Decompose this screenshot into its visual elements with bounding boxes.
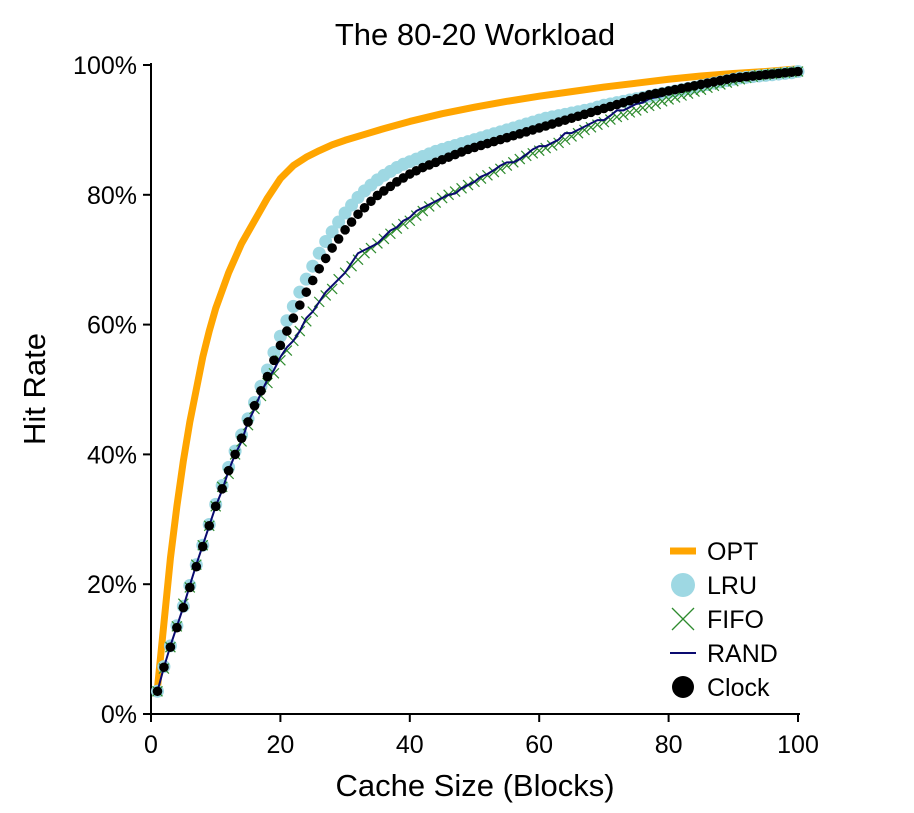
point-fifo — [378, 233, 390, 245]
point-clock — [152, 686, 163, 697]
legend-label-clock: Clock — [707, 674, 770, 702]
point-clock — [204, 520, 215, 531]
point-fifo — [384, 228, 396, 240]
point-fifo — [650, 98, 662, 110]
point-clock — [243, 417, 253, 427]
plot-area — [150, 64, 805, 698]
point-fifo — [617, 109, 629, 121]
point-fifo — [397, 218, 409, 230]
legend-swatch-lru — [671, 573, 695, 597]
point-fifo — [326, 283, 338, 295]
series-clock — [152, 66, 803, 697]
point-clock — [172, 622, 182, 633]
y-tick-label: 0% — [101, 701, 137, 729]
point-fifo — [630, 105, 642, 116]
point-clock — [366, 196, 376, 207]
x-tick-label: 40 — [396, 731, 424, 759]
point-fifo — [579, 124, 590, 136]
point-clock — [165, 642, 176, 652]
legend: OPT LRU FIFO RAND Clock — [670, 538, 778, 702]
y-tick-label: 40% — [87, 441, 137, 469]
point-clock — [307, 275, 318, 286]
series-opt — [153, 65, 802, 692]
y-tick-label: 20% — [87, 571, 137, 599]
legend-label-fifo: FIFO — [707, 606, 764, 634]
point-lru — [325, 225, 339, 239]
point-clock — [320, 253, 331, 264]
series-lru — [150, 64, 805, 698]
point-clock — [269, 355, 279, 366]
point-clock — [314, 263, 325, 274]
point-clock — [185, 582, 195, 593]
point-clock — [288, 313, 299, 323]
legend-item-fifo: FIFO — [671, 606, 764, 634]
point-fifo — [604, 114, 616, 125]
point-lru — [332, 215, 346, 229]
point-fifo — [637, 102, 649, 114]
series-fifo — [152, 66, 804, 697]
point-clock — [295, 300, 305, 310]
legend-item-opt: OPT — [670, 538, 758, 566]
x-tick-label: 100 — [777, 731, 819, 759]
y-axis-label: Hit Rate — [17, 333, 52, 445]
legend-item-clock: Clock — [672, 674, 770, 702]
point-clock — [340, 225, 350, 235]
point-clock — [197, 541, 208, 552]
point-clock — [230, 449, 240, 460]
point-clock — [327, 243, 337, 253]
point-clock — [256, 385, 266, 396]
legend-item-rand: RAND — [670, 640, 778, 668]
point-clock — [178, 602, 189, 613]
x-tick-label: 20 — [266, 731, 294, 759]
legend-item-lru: LRU — [671, 572, 757, 600]
series-rand — [156, 70, 799, 693]
point-clock — [353, 209, 363, 220]
point-clock — [275, 340, 286, 351]
y-tick-label: 100% — [73, 52, 137, 80]
point-fifo — [494, 163, 506, 175]
point-clock — [159, 662, 169, 673]
line-rand — [156, 70, 799, 693]
point-lru — [267, 346, 281, 360]
y-tick-label: 80% — [87, 182, 137, 210]
legend-swatch-fifo — [671, 607, 695, 631]
x-tick-label: 60 — [525, 731, 553, 759]
point-clock — [191, 561, 202, 572]
point-clock — [236, 433, 247, 443]
line-opt — [153, 65, 802, 692]
point-clock — [262, 371, 273, 382]
point-clock — [210, 501, 221, 512]
point-fifo — [663, 93, 675, 105]
legend-label-rand: RAND — [707, 640, 778, 668]
point-clock — [301, 287, 312, 297]
point-fifo — [553, 137, 565, 149]
point-fifo — [656, 95, 668, 107]
point-fifo — [527, 147, 539, 159]
point-clock — [333, 234, 344, 244]
legend-swatch-clock — [672, 676, 694, 698]
legend-label-lru: LRU — [707, 572, 757, 600]
chart-title: The 80-20 Workload — [335, 17, 615, 52]
point-clock — [217, 483, 227, 494]
point-fifo — [572, 127, 584, 139]
point-fifo — [404, 215, 416, 227]
point-clock — [346, 217, 357, 227]
point-fifo — [410, 210, 422, 221]
point-clock — [793, 66, 803, 77]
point-fifo — [359, 247, 370, 259]
y-tick-label: 60% — [87, 312, 137, 340]
point-clock — [282, 326, 292, 336]
point-clock — [359, 202, 370, 213]
point-fifo — [417, 205, 429, 217]
x-tick-label: 80 — [655, 731, 683, 759]
point-clock — [223, 465, 234, 476]
x-tick-label: 0 — [144, 731, 158, 759]
x-axis-label: Cache Size (Blocks) — [335, 768, 614, 803]
point-clock — [249, 400, 260, 411]
axes: 0 20 40 60 80 100 0% 20% 40% 60% 80% 100% — [73, 52, 819, 759]
legend-label-opt: OPT — [707, 538, 758, 566]
point-fifo — [643, 100, 655, 112]
